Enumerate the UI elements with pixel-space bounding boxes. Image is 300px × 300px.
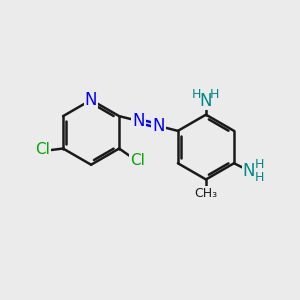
Text: H: H: [192, 88, 201, 100]
Text: N: N: [242, 162, 255, 180]
Text: H: H: [254, 158, 264, 171]
Text: H: H: [210, 88, 220, 100]
Text: H: H: [254, 171, 264, 184]
Text: N: N: [152, 117, 165, 135]
Text: Cl: Cl: [130, 153, 145, 168]
Text: N: N: [200, 92, 212, 110]
Text: CH₃: CH₃: [194, 187, 218, 200]
Text: N: N: [132, 112, 145, 130]
Text: N: N: [85, 91, 98, 109]
Text: Cl: Cl: [36, 142, 50, 158]
